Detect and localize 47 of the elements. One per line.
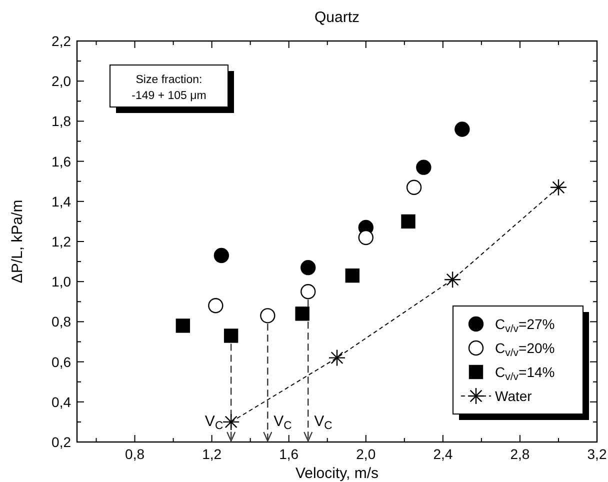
x-axis-title: Velocity, m/s bbox=[295, 465, 379, 482]
y-axis-title: ΔP/L, kPa/m bbox=[9, 200, 26, 284]
annotation: Size fraction: -149 + 105 μm bbox=[132, 74, 206, 102]
x-tick-label: 2,0 bbox=[356, 446, 376, 462]
point bbox=[300, 260, 316, 276]
point bbox=[345, 268, 360, 283]
point bbox=[214, 248, 230, 264]
point bbox=[176, 318, 190, 333]
y-tick-label: 0,2 bbox=[52, 434, 72, 450]
x-tick-label: 2,8 bbox=[510, 446, 530, 462]
chart-title: Quartz bbox=[314, 9, 360, 26]
annotation: V$_{C}$ bbox=[274, 413, 292, 432]
x-tick-label: 3,2 bbox=[587, 446, 607, 462]
point bbox=[300, 284, 316, 300]
y-tick-label: 1,6 bbox=[52, 153, 72, 170]
y-tick-label: 1,2 bbox=[52, 234, 72, 250]
y-tick-label: 0,6 bbox=[52, 354, 72, 370]
y-tick-label: 2,2 bbox=[52, 33, 72, 49]
y-tick-label: 0,4 bbox=[52, 394, 72, 410]
point bbox=[401, 214, 416, 229]
y-tick-label: 0,8 bbox=[52, 314, 72, 330]
y-tick-label: 1,8 bbox=[52, 113, 72, 130]
annotation: V$_{C}$ bbox=[204, 413, 224, 432]
point bbox=[224, 328, 238, 343]
x-tick-label: 2,4 bbox=[433, 446, 453, 462]
point bbox=[406, 180, 422, 195]
point bbox=[358, 230, 374, 246]
point bbox=[454, 122, 470, 137]
x-tick-label: 1,2 bbox=[202, 446, 222, 462]
annotation: V$_{C}$ bbox=[314, 413, 332, 432]
legend-label: C$_{v/v}$=20% bbox=[495, 340, 555, 360]
point bbox=[260, 308, 276, 324]
y-tick-label: 1,0 bbox=[52, 274, 72, 290]
y-tick-label: 1,4 bbox=[52, 193, 72, 210]
legend-label: C$_{v/v}$=14% bbox=[495, 364, 555, 384]
x-tick-label: 1,6 bbox=[279, 446, 299, 462]
point bbox=[328, 349, 346, 366]
point bbox=[222, 413, 240, 431]
point bbox=[550, 178, 568, 196]
point bbox=[295, 306, 310, 321]
legend-label: Water bbox=[495, 388, 532, 404]
legend-label: C$_{v/v}$=27% bbox=[495, 316, 555, 336]
x-tick-label: 0,8 bbox=[125, 446, 145, 462]
point bbox=[416, 160, 432, 175]
point bbox=[444, 270, 462, 288]
y-tick-label: 2,0 bbox=[52, 73, 72, 90]
point bbox=[208, 298, 224, 314]
